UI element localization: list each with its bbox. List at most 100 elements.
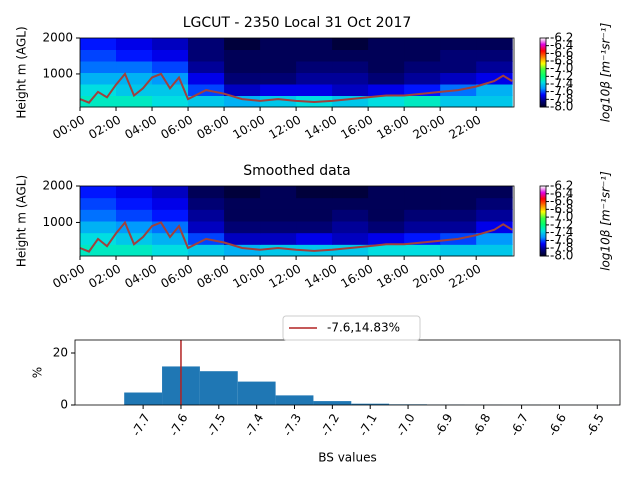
x-tick-label: 16:00 xyxy=(338,113,375,142)
y-axis-label: % xyxy=(31,367,45,378)
heat-cell xyxy=(152,61,189,73)
colorbar-step xyxy=(540,65,546,68)
x-tick-label: 10:00 xyxy=(230,262,267,291)
colorbar-step xyxy=(540,232,546,235)
heat-cell xyxy=(152,209,189,222)
heat-cell xyxy=(332,197,369,210)
colorbar-step xyxy=(540,217,546,220)
x-tick-label: -7.5 xyxy=(205,411,229,438)
heat-cell xyxy=(440,197,477,210)
heat-cell xyxy=(476,244,513,257)
heat-cell xyxy=(332,72,369,85)
heat-cell xyxy=(188,72,225,85)
heat-cell xyxy=(152,38,189,50)
colorbar-step xyxy=(540,59,546,62)
colorbar-step xyxy=(540,74,546,77)
colorbar-step xyxy=(540,75,546,78)
x-tick-label: 04:00 xyxy=(122,262,159,291)
colorbar-step xyxy=(540,49,546,52)
colorbar-step xyxy=(540,50,546,53)
colorbar-step xyxy=(540,58,546,61)
heat-cell xyxy=(368,197,405,210)
x-tick-label: -7.1 xyxy=(356,411,380,438)
colorbar-tick-label: -6.2 xyxy=(550,31,573,45)
heat-cell xyxy=(332,209,369,222)
x-tick-label: 14:00 xyxy=(302,262,339,291)
heat-cell xyxy=(152,84,189,96)
x-tick-label: 08:00 xyxy=(194,113,231,142)
heat-cell xyxy=(260,221,297,234)
chart-title: LGCUT - 2350 Local 31 Oct 2017 xyxy=(183,15,412,31)
heat-cell xyxy=(476,61,513,73)
colorbar-tick-label: -8.0 xyxy=(550,249,573,263)
colorbar-step xyxy=(540,244,546,246)
heat-cell xyxy=(260,61,297,73)
colorbar-step xyxy=(540,211,546,214)
heat-cell xyxy=(332,232,369,245)
colorbar-step xyxy=(540,205,546,208)
heat-cell xyxy=(80,186,117,199)
colorbar-step xyxy=(540,187,546,189)
colorbar-tick-label: -6.4 xyxy=(550,186,573,200)
colorbar-step xyxy=(540,92,546,94)
x-tick-label: -6.9 xyxy=(432,411,456,438)
heat-cell xyxy=(188,95,225,108)
heat-cell xyxy=(440,95,477,108)
colorbar-step xyxy=(540,214,546,216)
colorbar-step xyxy=(540,212,546,215)
heat-cell xyxy=(188,197,225,210)
colorbar-step xyxy=(540,201,546,203)
heat-cell xyxy=(116,61,153,73)
x-tick-label: 22:00 xyxy=(446,262,483,291)
heat-cell xyxy=(440,209,477,222)
x-axis-label: BS values xyxy=(318,451,376,465)
colorbar-step xyxy=(540,81,546,84)
heat-cell xyxy=(404,221,441,234)
heat-cell xyxy=(116,209,153,222)
colorbar-step xyxy=(540,230,546,232)
x-tick-label: 12:00 xyxy=(266,113,303,142)
heat-cell xyxy=(260,186,297,199)
x-tick-label: -6.8 xyxy=(470,411,494,438)
heat-cell xyxy=(476,38,513,50)
heat-cell xyxy=(404,244,441,257)
colorbar-step xyxy=(540,240,546,243)
x-tick-label: -7.6 xyxy=(167,411,191,438)
heat-cell xyxy=(368,221,405,234)
heat-cell xyxy=(260,197,297,210)
colorbar-step xyxy=(540,90,546,93)
x-tick-label: -7.3 xyxy=(280,411,304,438)
colorbar-step xyxy=(540,245,546,248)
colorbar-frame xyxy=(539,37,547,108)
heat-cell xyxy=(296,209,333,222)
colorbar-step xyxy=(540,38,546,40)
colorbar-step xyxy=(540,95,546,98)
legend-frame xyxy=(282,315,421,341)
colorbar-step xyxy=(540,87,546,89)
colorbar-tick-label: -7.2 xyxy=(550,217,573,231)
colorbar-step xyxy=(540,57,546,60)
colorbar-step xyxy=(540,194,546,196)
heat-cell xyxy=(80,72,117,85)
heat-cell xyxy=(224,84,261,96)
colorbar-step xyxy=(540,222,546,224)
heat-cell xyxy=(260,95,297,108)
colorbar-step xyxy=(540,66,546,69)
colorbar-step xyxy=(540,219,546,222)
x-tick-label: -6.5 xyxy=(583,411,607,438)
colorbar-step xyxy=(540,231,546,234)
heat-cell xyxy=(404,186,441,199)
colorbar-tick-label: -7.6 xyxy=(550,233,573,247)
heat-cell xyxy=(116,49,153,62)
heat-cell xyxy=(224,61,261,73)
heat-cell xyxy=(116,38,153,50)
heat-cell xyxy=(404,197,441,210)
colorbar-tick-label: -7.4 xyxy=(550,77,573,91)
heat-cell xyxy=(332,221,369,234)
heat-cell xyxy=(332,84,369,96)
colorbar-step xyxy=(540,200,546,202)
colorbar-step xyxy=(540,69,546,71)
heat-cell xyxy=(224,197,261,210)
colorbar-step xyxy=(540,246,546,249)
heat-cell xyxy=(224,72,261,85)
